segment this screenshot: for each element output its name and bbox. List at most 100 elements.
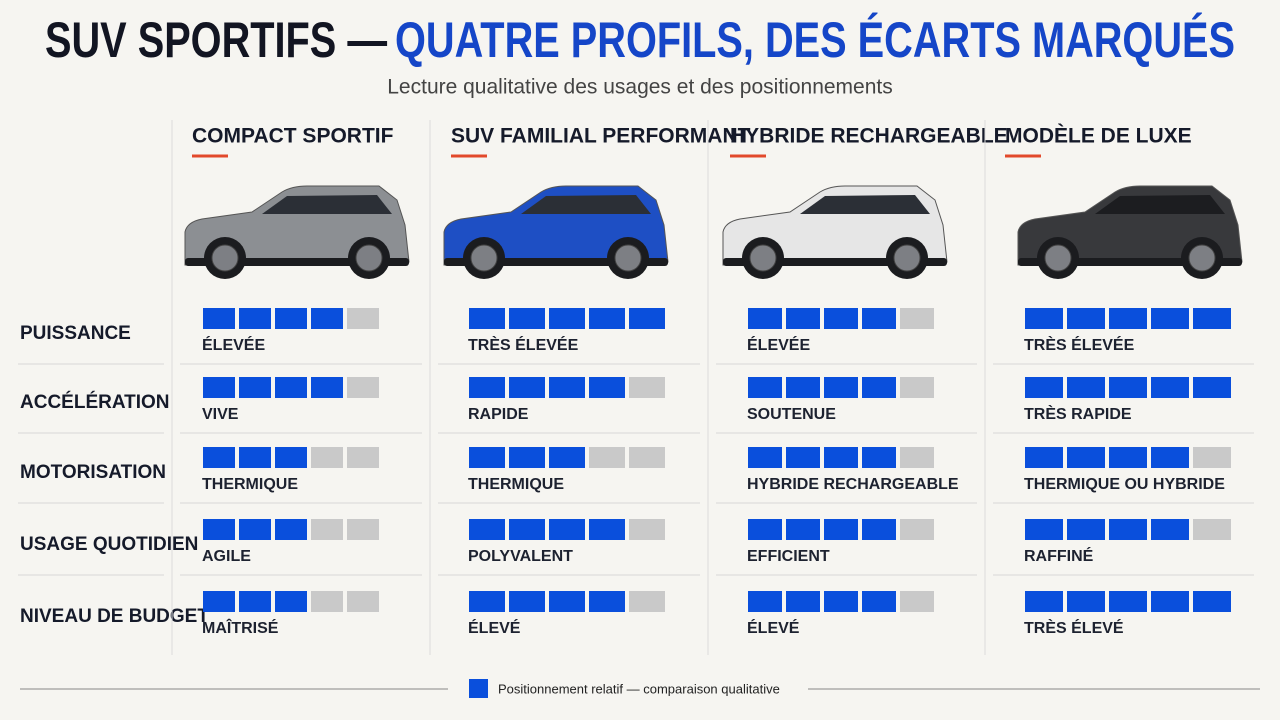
rating-segment	[1025, 519, 1063, 540]
criterion-label: ACCÉLÉRATION	[20, 391, 170, 413]
rating-label: ÉLEVÉE	[747, 335, 810, 354]
column-title: SUV FAMILIAL PERFORMANT	[451, 125, 751, 148]
rating-label: ÉLEVÉ	[747, 618, 800, 637]
rating-segment	[347, 591, 379, 612]
column-title: HYBRIDE RECHARGEABLE	[730, 125, 1008, 148]
rating-label: TRÈS ÉLEVÉE	[468, 335, 579, 354]
rating-segment	[509, 447, 545, 468]
criterion-label: MOTORISATION	[20, 462, 166, 483]
criterion-label: USAGE QUOTIDIEN	[20, 534, 198, 555]
car-window	[521, 195, 651, 214]
rating-segment	[589, 519, 625, 540]
rating-bar	[748, 591, 934, 612]
rating-bar	[203, 377, 379, 398]
rating-segment	[824, 377, 858, 398]
rating-segment	[549, 447, 585, 468]
rating-segment	[1193, 447, 1231, 468]
rim	[893, 244, 921, 272]
rating-segment	[239, 308, 271, 329]
car-illustration	[184, 185, 410, 279]
rating-segment	[786, 308, 820, 329]
rating-segment	[469, 447, 505, 468]
rating-segment	[629, 308, 665, 329]
rating-bar	[469, 591, 665, 612]
rim	[470, 244, 498, 272]
rating-bar	[203, 591, 379, 612]
rating-segment	[203, 519, 235, 540]
rating-segment	[862, 308, 896, 329]
rating-bar	[748, 377, 934, 398]
column-title: COMPACT SPORTIF	[192, 125, 394, 148]
rating-segment	[862, 447, 896, 468]
rating-segment	[1151, 591, 1189, 612]
rating-segment	[786, 377, 820, 398]
rating-segment	[1109, 308, 1147, 329]
legend-swatch	[469, 679, 488, 698]
rating-segment	[1151, 377, 1189, 398]
rating-segment	[549, 377, 585, 398]
rating-segment	[748, 377, 782, 398]
rating-segment	[469, 591, 505, 612]
rating-bar	[748, 308, 934, 329]
rating-segment	[275, 591, 307, 612]
rating-label: TRÈS ÉLEVÉ	[1024, 618, 1124, 637]
rating-segment	[311, 377, 343, 398]
legend-text: Positionnement relatif — comparaison qua…	[498, 681, 780, 696]
criterion-label: PUISSANCE	[20, 323, 131, 344]
rating-segment	[1109, 519, 1147, 540]
rating-segment	[1109, 591, 1147, 612]
rating-segment	[629, 377, 665, 398]
rating-segment	[203, 591, 235, 612]
rating-segment	[824, 308, 858, 329]
rating-bar	[469, 447, 665, 468]
rating-segment	[1193, 308, 1231, 329]
rating-label: THERMIQUE	[468, 476, 564, 493]
rating-segment	[900, 377, 934, 398]
rating-segment	[275, 519, 307, 540]
rating-segment	[1067, 519, 1105, 540]
rating-bar	[748, 519, 934, 540]
rating-segment	[1067, 591, 1105, 612]
rating-label: ÉLEVÉ	[468, 618, 521, 637]
rating-segment	[311, 591, 343, 612]
rating-segment	[347, 447, 379, 468]
rating-segment	[275, 377, 307, 398]
rating-label: AGILE	[202, 548, 251, 565]
rating-label: POLYVALENT	[468, 548, 573, 565]
rating-segment	[239, 447, 271, 468]
rating-segment	[589, 377, 625, 398]
rating-segment	[1151, 447, 1189, 468]
rating-segment	[1067, 447, 1105, 468]
rating-segment	[786, 519, 820, 540]
car-window	[262, 195, 392, 214]
rating-segment	[748, 591, 782, 612]
rating-segment	[1193, 519, 1231, 540]
rim	[1188, 244, 1216, 272]
rating-label: TRÈS ÉLEVÉE	[1024, 335, 1135, 354]
rating-segment	[275, 447, 307, 468]
rating-bar	[203, 519, 379, 540]
rating-segment	[589, 447, 625, 468]
rating-segment	[509, 519, 545, 540]
rating-segment	[347, 519, 379, 540]
rating-segment	[862, 377, 896, 398]
rating-segment	[1067, 308, 1105, 329]
rim	[355, 244, 383, 272]
rating-label: SOUTENUE	[747, 406, 836, 423]
rating-segment	[862, 591, 896, 612]
rating-bar	[469, 377, 665, 398]
car-window	[800, 195, 930, 214]
rating-segment	[748, 519, 782, 540]
rating-segment	[203, 447, 235, 468]
rating-segment	[824, 591, 858, 612]
rating-segment	[347, 377, 379, 398]
rating-segment	[203, 308, 235, 329]
rating-label: ÉLEVÉE	[202, 335, 265, 354]
rating-bar	[1025, 519, 1231, 540]
rating-segment	[509, 377, 545, 398]
rating-segment	[1193, 377, 1231, 398]
rating-segment	[311, 519, 343, 540]
rating-bar	[203, 308, 379, 329]
rating-segment	[1067, 377, 1105, 398]
